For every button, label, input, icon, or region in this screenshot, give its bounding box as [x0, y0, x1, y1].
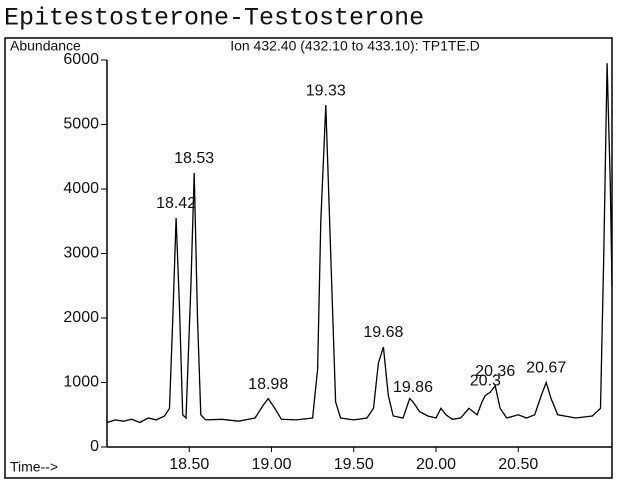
peak-label: 18.98 [248, 376, 288, 393]
subtitle: Ion 432.40 (432.10 to 433.10): TP1TE.D [230, 38, 480, 54]
y-tick-label: 4000 [63, 180, 99, 197]
y-tick-label: 6000 [63, 51, 99, 68]
x-tick-label: 19.50 [334, 456, 374, 473]
trace [106, 63, 613, 424]
y-tick-label: 1000 [63, 374, 99, 391]
x-axis-label: Time--> [10, 459, 58, 475]
peak-label: 20.67 [526, 360, 566, 377]
chart-title: Epitestosterone-Testosterone [4, 4, 424, 33]
x-tick-label: 20.00 [416, 456, 456, 473]
peak-label: 19.33 [306, 82, 346, 99]
x-tick-label: 18.50 [169, 456, 209, 473]
y-tick-label: 2000 [63, 309, 99, 326]
peak-label: 19.68 [363, 324, 403, 341]
peak-label: 20.36 [475, 363, 515, 380]
y-axis-label: Abundance [10, 38, 81, 54]
peak-label: 20.3 [470, 373, 501, 390]
peak-label: 18.42 [156, 195, 196, 212]
x-tick-label: 19.00 [251, 456, 291, 473]
peak-label: 19.86 [393, 379, 433, 396]
x-tick-label: 20.50 [498, 456, 538, 473]
y-tick-label: 5000 [63, 116, 99, 133]
y-tick-label: 3000 [63, 245, 99, 262]
peak-label: 18.53 [174, 150, 214, 167]
y-tick-label: 0 [90, 438, 99, 455]
